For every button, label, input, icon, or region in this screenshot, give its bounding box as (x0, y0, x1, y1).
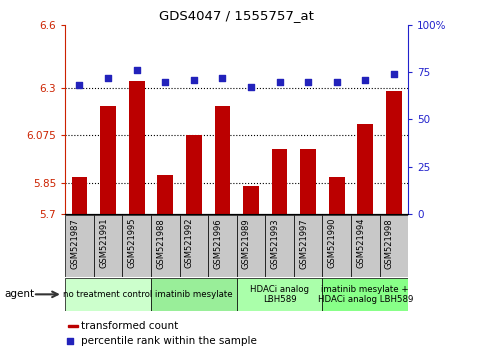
Point (133, 67, 141, 73)
Point (190, 77, 198, 82)
Point (66, 338, 73, 343)
Text: percentile rank within the sample: percentile rank within the sample (81, 336, 256, 346)
Text: GSM521990: GSM521990 (327, 218, 337, 268)
Bar (237, 278, 323, 311)
Bar (65, 278, 151, 311)
Text: GSM521992: GSM521992 (185, 218, 194, 268)
Bar (94, 215, 122, 277)
Bar (271, 149, 287, 214)
Point (218, 75, 226, 81)
Bar (351, 215, 380, 277)
Point (276, 79, 284, 84)
Bar (243, 186, 259, 214)
Text: GSM521988: GSM521988 (156, 218, 165, 269)
Text: transformed count: transformed count (81, 321, 178, 331)
Text: imatinib mesylate: imatinib mesylate (155, 290, 233, 299)
Point (247, 85, 255, 90)
Bar (100, 106, 116, 214)
Text: GSM521995: GSM521995 (128, 218, 137, 268)
Text: GSM521991: GSM521991 (99, 218, 108, 268)
Point (76, 82, 84, 88)
Bar (68, 325, 78, 327)
Point (104, 75, 112, 81)
Point (161, 79, 169, 84)
Bar (65, 215, 94, 277)
Text: HDACi analog
LBH589: HDACi analog LBH589 (250, 285, 309, 304)
Text: GSM521996: GSM521996 (213, 218, 222, 269)
Bar (151, 278, 237, 311)
Bar (386, 91, 402, 214)
Text: agent: agent (5, 289, 35, 299)
Text: GSM521998: GSM521998 (385, 218, 394, 269)
Bar (323, 278, 408, 311)
Bar (186, 135, 202, 214)
Bar (122, 215, 151, 277)
Bar (214, 106, 230, 214)
Text: GSM521994: GSM521994 (356, 218, 365, 268)
Text: imatinib mesylate +
HDACi analog LBH589: imatinib mesylate + HDACi analog LBH589 (318, 285, 413, 304)
Point (304, 79, 312, 84)
Bar (237, 215, 265, 277)
Text: GSM521993: GSM521993 (270, 218, 280, 269)
Point (361, 77, 369, 82)
Bar (129, 81, 144, 214)
Bar (323, 215, 351, 277)
Bar (208, 215, 237, 277)
Bar (180, 215, 208, 277)
Bar (294, 215, 323, 277)
Title: GDS4047 / 1555757_at: GDS4047 / 1555757_at (159, 9, 314, 22)
Bar (157, 175, 173, 214)
Text: no treatment control: no treatment control (63, 290, 153, 299)
Text: GSM521997: GSM521997 (299, 218, 308, 269)
Text: GSM521989: GSM521989 (242, 218, 251, 269)
Text: GSM521987: GSM521987 (71, 218, 80, 269)
Bar (265, 215, 294, 277)
Bar (357, 124, 373, 214)
Bar (329, 177, 344, 214)
Bar (300, 149, 316, 214)
Bar (151, 215, 180, 277)
Point (333, 79, 341, 84)
Bar (380, 215, 408, 277)
Point (390, 71, 398, 77)
Bar (71, 177, 87, 214)
